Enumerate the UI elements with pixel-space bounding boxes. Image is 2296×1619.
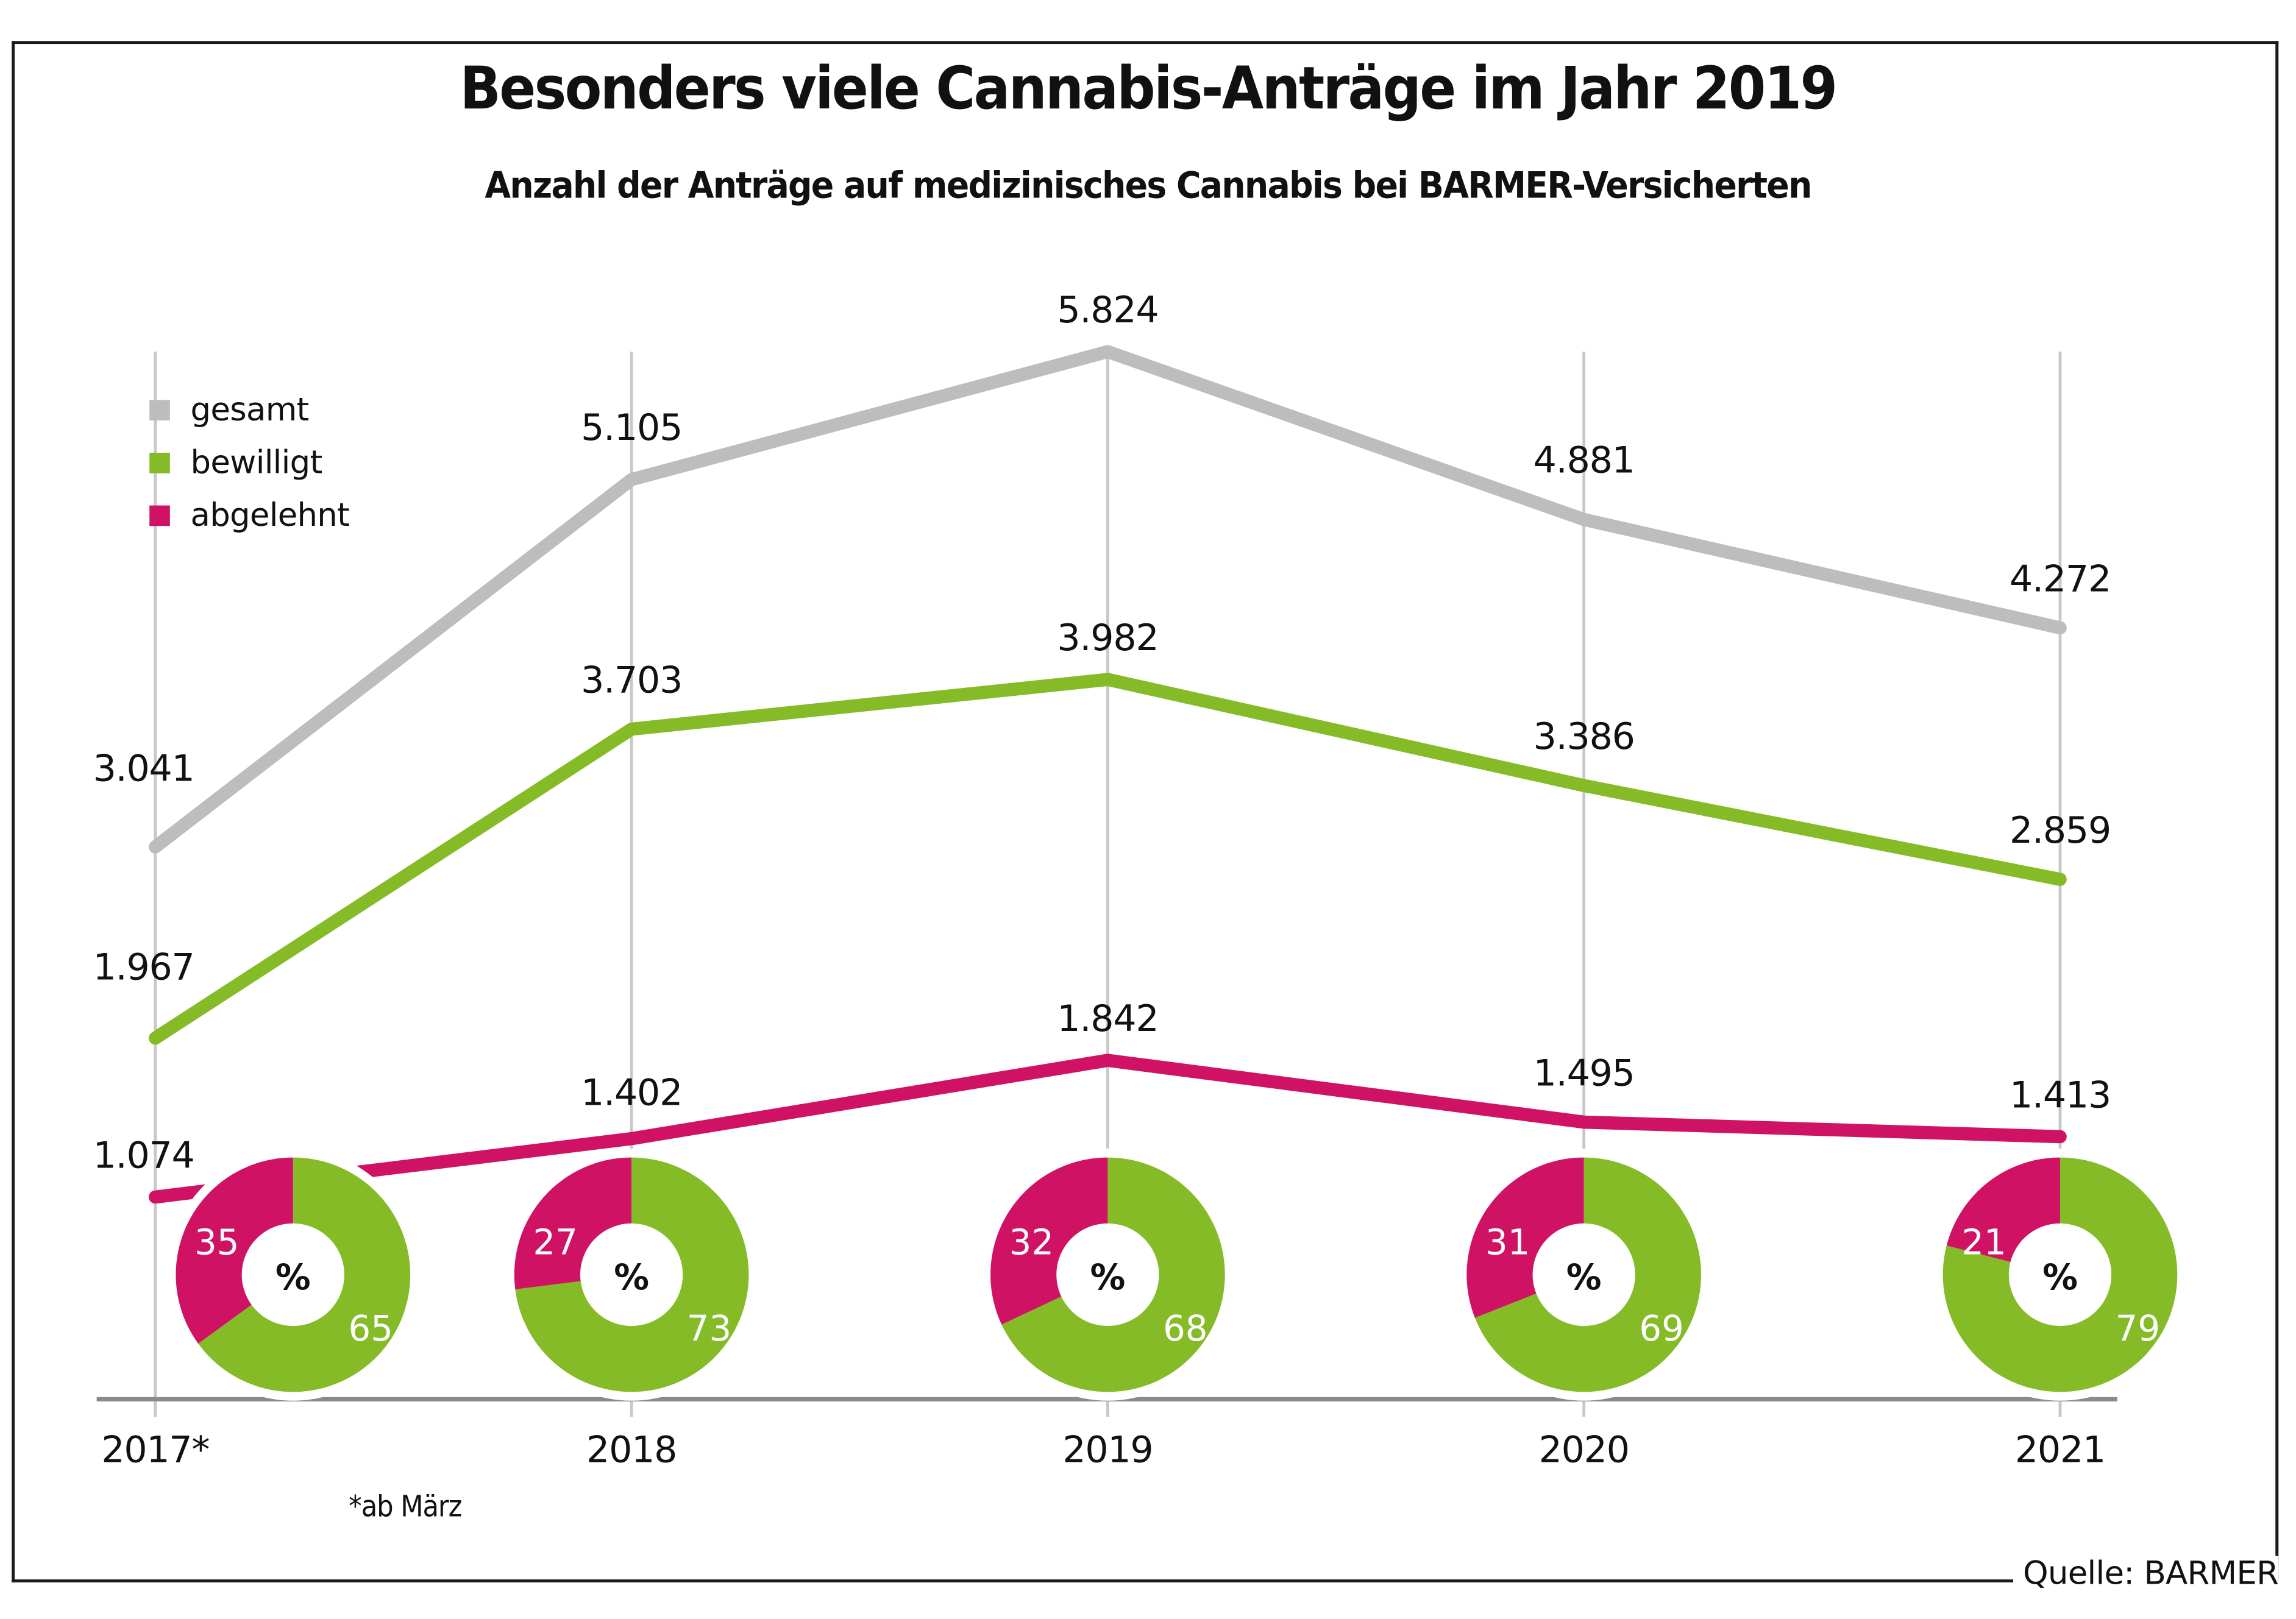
data-label-gesamt: 5.105 bbox=[581, 406, 682, 449]
data-label-abgelehnt: 1.413 bbox=[2010, 1074, 2111, 1116]
data-label-gesamt: 5.824 bbox=[1057, 289, 1158, 331]
donut-label-abgelehnt: 31 bbox=[1485, 1221, 1530, 1263]
data-label-gesamt: 4.272 bbox=[2010, 558, 2111, 600]
x-tick-label: 2018 bbox=[586, 1429, 677, 1472]
series-line-abgelehnt bbox=[149, 1054, 2067, 1204]
legend-label: bewilligt bbox=[190, 444, 323, 481]
donut-slice-abgelehnt bbox=[1946, 1157, 2060, 1263]
donut-slice-bewilligt bbox=[515, 1157, 749, 1392]
legend-item-gesamt: gesamt bbox=[149, 384, 349, 437]
donut-label-abgelehnt: 32 bbox=[1009, 1221, 1054, 1263]
legend-swatch-abgelehnt bbox=[149, 505, 170, 526]
donut-center-label: % bbox=[275, 1256, 311, 1298]
x-tick-label: 2021 bbox=[2015, 1429, 2105, 1472]
data-label-bewilligt: 2.859 bbox=[2010, 809, 2111, 852]
data-label-abgelehnt: 1.495 bbox=[1534, 1052, 1635, 1094]
donut-label-abgelehnt: 35 bbox=[194, 1221, 239, 1263]
donut-label-bewilligt: 68 bbox=[1163, 1308, 1207, 1349]
donut-center-label: % bbox=[2042, 1256, 2078, 1298]
donut-slice-bewilligt bbox=[198, 1157, 411, 1392]
donut-center-label: % bbox=[1566, 1256, 1602, 1298]
x-tick-label: 2017* bbox=[101, 1429, 209, 1472]
donut-slice-abgelehnt bbox=[1466, 1157, 1584, 1318]
legend: gesamt bewilligt abgelehnt bbox=[149, 384, 350, 542]
data-label-gesamt: 3.041 bbox=[93, 748, 194, 790]
donut-slice-abgelehnt bbox=[514, 1157, 632, 1290]
source-label: Quelle: BARMER bbox=[2017, 1556, 2279, 1593]
data-label-abgelehnt: 1.842 bbox=[1057, 997, 1158, 1040]
donut-label-bewilligt: 73 bbox=[687, 1308, 731, 1349]
legend-label: gesamt bbox=[190, 392, 310, 429]
legend-swatch-gesamt bbox=[149, 400, 170, 421]
data-label-gesamt: 4.881 bbox=[1534, 439, 1635, 482]
data-label-bewilligt: 3.703 bbox=[581, 659, 682, 701]
donut-label-bewilligt: 79 bbox=[2116, 1308, 2160, 1349]
data-label-abgelehnt: 1.402 bbox=[581, 1071, 682, 1114]
legend-swatch-bewilligt bbox=[149, 452, 170, 473]
x-tick-label: 2020 bbox=[1539, 1429, 1629, 1472]
x-tick-label: 2019 bbox=[1062, 1429, 1153, 1472]
series-line-gesamt bbox=[149, 345, 2067, 854]
series-line-bewilligt bbox=[149, 673, 2067, 1045]
footnote: *ab März bbox=[349, 1488, 462, 1524]
legend-item-bewilligt: bewilligt bbox=[149, 437, 349, 490]
donut-center-label: % bbox=[1090, 1256, 1125, 1298]
frame-bottom-border bbox=[12, 1579, 2014, 1582]
donut-label-bewilligt: 69 bbox=[1639, 1308, 1683, 1349]
chart-title: Besonders viele Cannabis-Anträge im Jahr… bbox=[460, 55, 1838, 123]
chart-subtitle: Anzahl der Anträge auf medizinisches Can… bbox=[485, 164, 1812, 207]
donut-slice-bewilligt bbox=[1474, 1157, 1701, 1392]
donut-slice-bewilligt bbox=[1942, 1157, 2178, 1392]
legend-label: abgelehnt bbox=[190, 497, 350, 534]
donut-slice-abgelehnt bbox=[990, 1157, 1108, 1325]
data-label-bewilligt: 1.967 bbox=[93, 946, 194, 988]
donut-label-bewilligt: 65 bbox=[349, 1308, 393, 1349]
donut-center-label: % bbox=[614, 1256, 649, 1298]
donut-label-abgelehnt: 21 bbox=[1961, 1221, 2006, 1263]
data-label-bewilligt: 3.982 bbox=[1057, 617, 1158, 659]
donut-label-abgelehnt: 27 bbox=[533, 1221, 577, 1263]
donut-slice-abgelehnt bbox=[176, 1157, 293, 1344]
data-label-abgelehnt: 1.074 bbox=[93, 1134, 194, 1177]
frame-right-border bbox=[2275, 41, 2279, 1565]
donut-slice-bewilligt bbox=[1001, 1157, 1225, 1392]
legend-item-abgelehnt: abgelehnt bbox=[149, 489, 350, 542]
data-label-bewilligt: 3.386 bbox=[1534, 715, 1635, 758]
